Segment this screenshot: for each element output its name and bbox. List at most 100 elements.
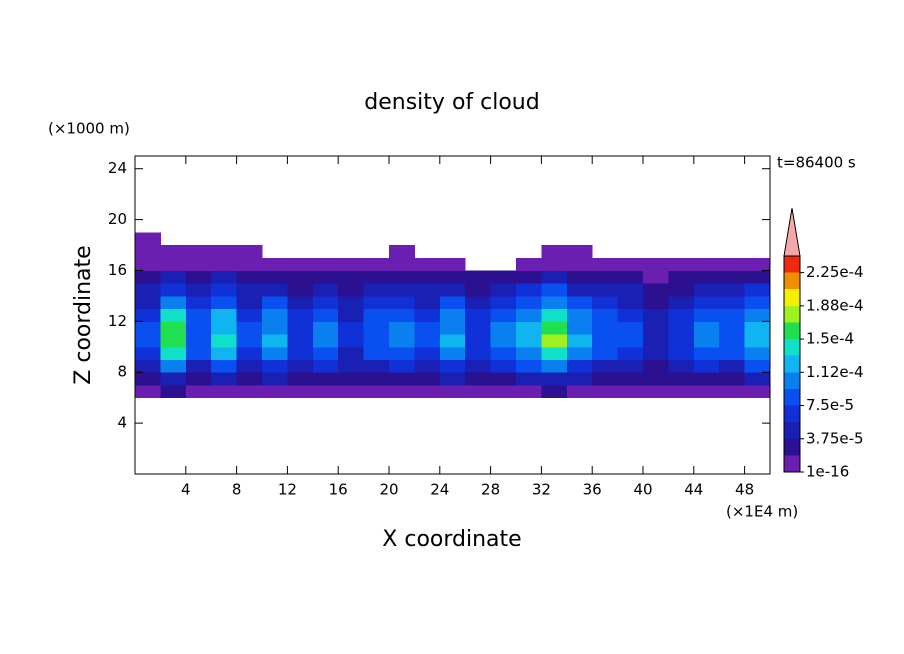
cell — [389, 384, 415, 399]
cell — [490, 283, 517, 297]
cell — [566, 359, 593, 373]
cell — [389, 346, 415, 361]
cell — [287, 372, 314, 386]
cell — [135, 321, 161, 335]
cell — [135, 359, 161, 373]
cell — [262, 334, 288, 348]
cell — [389, 270, 415, 284]
cell — [211, 245, 238, 259]
cell — [160, 283, 187, 297]
colorbar-frame — [783, 255, 801, 473]
x-tick-label: 44 — [684, 481, 703, 499]
cell — [185, 245, 212, 259]
cell — [592, 283, 619, 297]
cell — [693, 270, 720, 284]
cell — [541, 321, 568, 335]
cell — [643, 384, 669, 399]
cell — [592, 270, 619, 284]
cell — [592, 308, 619, 322]
cell — [491, 258, 517, 271]
cell — [744, 384, 771, 399]
cell — [516, 359, 542, 373]
cell — [719, 308, 746, 322]
cell — [262, 257, 288, 271]
colorbar-label: 1e-16 — [806, 463, 849, 481]
cell — [236, 283, 263, 297]
cell — [338, 257, 365, 271]
cell — [160, 372, 187, 386]
cell — [439, 334, 466, 348]
cell — [439, 295, 466, 310]
cell — [338, 245, 364, 258]
cell — [414, 334, 441, 348]
cell — [643, 321, 669, 335]
cell — [516, 232, 542, 245]
colorbar-band — [784, 405, 800, 423]
cell — [414, 384, 441, 399]
cell — [338, 308, 365, 322]
cell — [389, 295, 415, 310]
cell — [618, 245, 644, 258]
cell — [516, 295, 542, 310]
cell — [490, 372, 517, 386]
cell — [668, 232, 694, 245]
cell — [287, 232, 313, 245]
cell — [541, 384, 568, 399]
y-tick-label: 24 — [108, 159, 127, 177]
cell — [211, 346, 238, 361]
cell — [516, 346, 542, 361]
cell — [287, 257, 314, 271]
cell — [668, 283, 695, 297]
cell — [262, 232, 288, 245]
colorbar-band — [784, 455, 800, 472]
cell — [465, 283, 492, 297]
colorbar-label: 7.5e-5 — [806, 396, 854, 414]
cell — [643, 257, 669, 271]
plot-frame — [134, 155, 771, 475]
cell — [668, 321, 695, 335]
cell — [592, 245, 618, 258]
cell — [719, 257, 746, 271]
cell — [389, 334, 415, 348]
cell — [516, 245, 542, 258]
cell — [744, 372, 771, 386]
cell — [592, 257, 619, 271]
cell — [618, 232, 644, 245]
cell — [312, 346, 339, 361]
x-tick-label: 8 — [232, 481, 242, 499]
cell — [490, 384, 517, 399]
cell — [211, 372, 238, 386]
cell — [236, 359, 263, 373]
cell — [363, 372, 390, 386]
colorbar-label: 2.25e-4 — [806, 263, 864, 281]
cell — [185, 346, 212, 361]
cell — [744, 295, 771, 310]
y-tick-label: 16 — [108, 261, 127, 279]
cell — [719, 334, 746, 348]
cell — [643, 334, 669, 348]
cell — [541, 245, 568, 259]
cell — [465, 270, 492, 284]
cell — [643, 295, 669, 310]
cell — [262, 270, 288, 284]
cell — [567, 232, 593, 245]
cell — [135, 372, 161, 386]
cell — [160, 346, 187, 361]
cell — [389, 359, 415, 373]
cell — [338, 232, 364, 245]
colorbar-band — [784, 339, 800, 356]
cell — [363, 334, 390, 348]
cell — [414, 359, 441, 373]
x-tick-label: 48 — [735, 481, 754, 499]
cell — [719, 372, 746, 386]
cell — [186, 232, 212, 245]
cell — [617, 372, 644, 386]
cell — [312, 384, 339, 399]
cell — [287, 270, 314, 284]
cell — [236, 372, 263, 386]
cell — [693, 321, 720, 335]
cell — [236, 346, 263, 361]
y-tick-label: 12 — [108, 312, 127, 330]
cell — [719, 232, 745, 245]
cell — [566, 384, 593, 399]
